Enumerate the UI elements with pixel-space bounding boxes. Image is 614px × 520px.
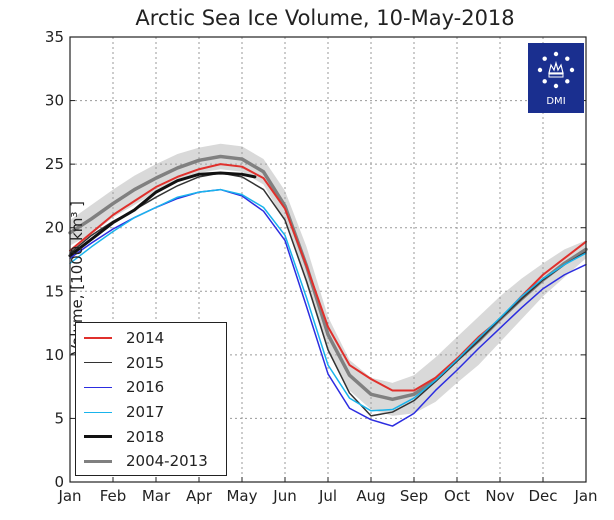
legend-item: 2014 <box>84 326 226 351</box>
x-tick-label: Jan <box>57 487 81 505</box>
star-icon <box>553 51 559 57</box>
legend-swatch <box>84 362 112 364</box>
x-tick-label: Feb <box>100 487 127 505</box>
x-tick-label: Nov <box>485 487 514 505</box>
chart-title: Arctic Sea Ice Volume, 10-May-2018 <box>135 6 515 30</box>
legend-label: 2016 <box>126 378 165 397</box>
star-icon <box>553 83 559 89</box>
legend-label: 2018 <box>126 427 165 446</box>
x-tick-label: Mar <box>142 487 171 505</box>
legend-item: 2004-2013 <box>84 449 226 474</box>
y-tick-label: 25 <box>45 155 64 173</box>
x-tick-label: Oct <box>444 487 470 505</box>
dmi-logo: DMI <box>528 43 584 113</box>
legend-label: 2014 <box>126 329 165 348</box>
legend-item: 2016 <box>84 375 226 400</box>
legend-swatch <box>84 337 112 340</box>
x-tick-label: Apr <box>186 487 213 505</box>
legend-swatch <box>84 459 112 463</box>
y-tick-label: 20 <box>45 219 64 237</box>
star-icon <box>565 56 570 61</box>
star-icon <box>537 67 543 73</box>
series-layer <box>68 154 588 427</box>
series-line-2017 <box>69 188 587 412</box>
legend: 2014 2015 2016 2017 2018 2004-2013 <box>75 322 227 476</box>
x-tick-label: Jun <box>272 487 296 505</box>
y-axis-label: Volume, [1000 km³ ] <box>0 201 86 355</box>
legend-item: 2018 <box>84 424 226 449</box>
y-tick-label: 15 <box>45 282 64 300</box>
series-line-2015 <box>69 172 587 417</box>
y-tick-label: 35 <box>45 28 64 46</box>
x-tick-label: Jan <box>573 487 597 505</box>
legend-swatch <box>84 435 112 439</box>
y-tick-label: 0 <box>54 473 64 491</box>
x-tick-label: Sep <box>400 487 428 505</box>
star-icon <box>569 67 575 73</box>
legend-item: 2015 <box>84 351 226 376</box>
x-tick-label: Aug <box>356 487 385 505</box>
y-tick-label: 30 <box>45 92 64 110</box>
crown-stars-icon <box>537 51 575 89</box>
star-icon <box>542 79 547 84</box>
series-line-2018 <box>68 171 257 258</box>
y-tick-label: 5 <box>54 409 64 427</box>
y-tick-label: 10 <box>45 346 64 364</box>
legend-swatch <box>84 411 112 413</box>
legend-label: 2004-2013 <box>126 452 208 471</box>
x-tick-label: May <box>226 487 257 505</box>
legend-label: 2015 <box>126 353 165 372</box>
star-icon <box>542 56 547 61</box>
legend-label: 2017 <box>126 403 165 422</box>
star-icon <box>565 79 570 84</box>
axis-layer: 0 5 10 15 20 25 30 35 Jan Feb Mar Apr May Jun Jul Aug Se… <box>45 28 598 505</box>
legend-item: 2017 <box>84 400 226 425</box>
x-tick-label: Dec <box>528 487 557 505</box>
legend-swatch <box>84 386 112 388</box>
logo-text: DMI <box>546 96 566 107</box>
x-tick-label: Jul <box>318 487 337 505</box>
